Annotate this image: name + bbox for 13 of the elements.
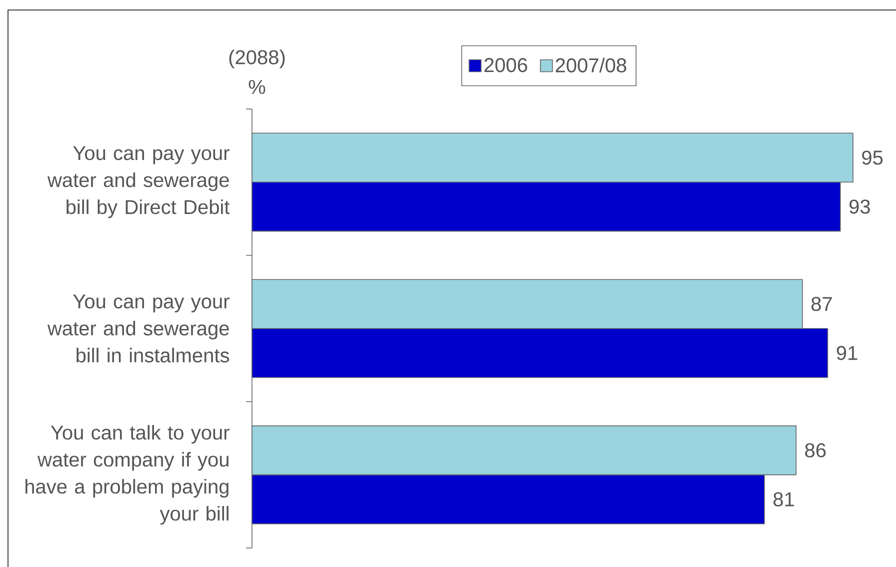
data-label: 81 xyxy=(773,492,794,506)
data-label: 91 xyxy=(836,346,858,360)
text: % xyxy=(248,80,266,94)
text: (2088) xyxy=(229,50,285,68)
data-label: 95 xyxy=(862,150,883,165)
data-label: 87 xyxy=(811,296,832,312)
data-label: 86 xyxy=(805,443,826,458)
legend-label: 2007/08 xyxy=(556,58,626,72)
y-tick-label: You can pay your water and sewerage bill in instalments xyxy=(47,294,230,362)
y-tick-label: You can pay your water and sewerage bill by Direct Debit xyxy=(47,146,230,218)
data-label: 93 xyxy=(849,200,870,214)
y-tick-label: You can talk to your water company if you have a problem paying your bill xyxy=(26,425,230,525)
legend-label: 2006 xyxy=(484,58,528,72)
